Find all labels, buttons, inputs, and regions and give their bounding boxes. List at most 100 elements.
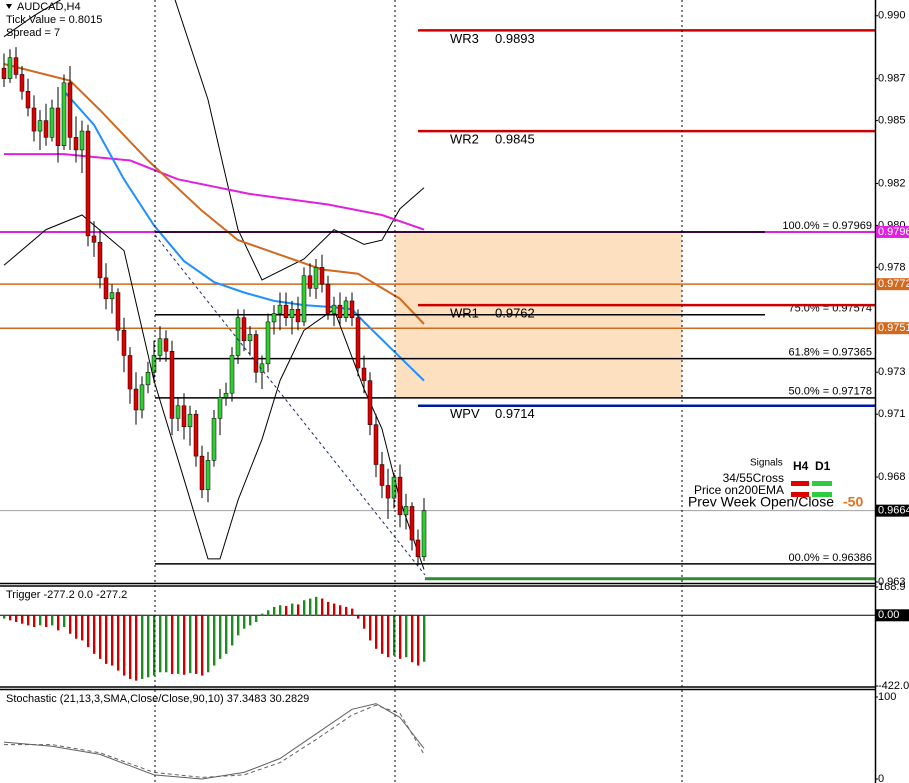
candle-body <box>337 304 343 318</box>
candle-body <box>25 90 31 109</box>
candle-body <box>331 304 337 314</box>
histogram-bar <box>237 615 240 636</box>
signal-box <box>812 481 832 486</box>
histogram-bar <box>57 615 60 631</box>
axis-layer: 0.9900.9870.9850.9820.9800.9780.9750.973… <box>875 10 909 783</box>
histogram-bar <box>387 615 390 658</box>
level-label: 0.9664 <box>878 505 909 517</box>
histogram-bar <box>423 615 426 662</box>
histogram-bar <box>105 615 108 664</box>
candle-body <box>115 292 121 331</box>
histogram-bar <box>255 615 258 622</box>
histogram-bar <box>309 598 312 616</box>
candle-body <box>73 137 79 151</box>
level-box <box>876 504 909 517</box>
histogram-bar <box>201 615 204 676</box>
histogram-bar <box>315 596 318 616</box>
histogram-bar <box>369 615 372 641</box>
candle-body <box>259 363 265 373</box>
histogram-bar <box>249 615 252 626</box>
histogram-bar <box>27 615 30 626</box>
histogram-bar <box>225 615 228 654</box>
indicator-label: Stochastic (21,13,3,SMA,Close/Close,90,1… <box>6 693 309 705</box>
histogram-bar <box>111 615 114 666</box>
histogram-bar <box>21 615 24 624</box>
candle-body <box>373 424 379 465</box>
histogram-bar <box>45 615 48 628</box>
candle-body <box>283 304 289 318</box>
candle-body <box>211 418 217 461</box>
candle-body <box>301 275 307 323</box>
candle-body <box>181 405 187 428</box>
histogram-bar <box>411 615 414 663</box>
signal-value: -50 <box>843 494 863 510</box>
candle-body <box>241 317 247 342</box>
candle-body <box>31 107 37 132</box>
histogram-bar <box>51 615 54 626</box>
histogram-bar <box>81 615 84 641</box>
histogram-bar <box>207 615 210 673</box>
candle-body <box>169 351 175 419</box>
candle-body <box>343 300 349 318</box>
histogram-bar <box>141 615 144 679</box>
level-label: 0.9772 <box>878 278 909 290</box>
candle-body <box>55 107 61 147</box>
signals-row: Price on200EMA <box>694 483 784 497</box>
candle-body <box>289 309 295 318</box>
y-tick-label: 0.00 <box>878 609 899 621</box>
histogram-bar <box>219 615 222 659</box>
candle-body <box>295 309 301 323</box>
candle-body <box>37 120 43 132</box>
candle-body <box>205 460 211 490</box>
pivot-value: 0.9714 <box>495 406 535 421</box>
collapse-icon <box>6 4 12 9</box>
y-tick-label: 0.987 <box>878 73 906 85</box>
candle-body <box>271 313 277 323</box>
candle-body <box>265 321 271 365</box>
histogram-bar <box>267 610 270 616</box>
fib-label: 100.0% = 0.97969 <box>782 220 872 232</box>
histogram-bar <box>381 615 384 654</box>
histogram-bar <box>153 615 156 676</box>
histogram-bar <box>69 615 72 634</box>
signal-box <box>812 492 832 497</box>
candle-body <box>49 107 55 138</box>
candle-body <box>187 413 193 428</box>
candle-body <box>397 476 403 516</box>
candle-body <box>91 235 97 243</box>
candle-body <box>145 371 151 386</box>
candle-body <box>127 355 133 390</box>
indicator-line <box>4 153 425 231</box>
y-tick-label: 0 <box>878 773 884 783</box>
histogram-bar <box>3 615 6 619</box>
candle-body <box>409 506 415 541</box>
histogram-bar <box>99 615 102 659</box>
histogram-bar <box>405 615 408 658</box>
histogram-bar <box>357 615 360 619</box>
period-separators <box>154 0 683 783</box>
y-tick-label: 0.990 <box>878 10 906 22</box>
signal-box <box>791 481 809 486</box>
histogram-bar <box>159 615 162 673</box>
signals-column: D1 <box>815 459 831 473</box>
candle-body <box>43 120 49 138</box>
candle-body <box>7 57 13 79</box>
pivot-name: WR1 <box>450 306 479 321</box>
candle-body <box>349 300 355 318</box>
histogram-bar <box>417 615 420 666</box>
histogram-bar <box>333 603 336 616</box>
candle-body <box>139 384 145 411</box>
candle-body <box>163 338 169 352</box>
histogram-bar <box>87 615 90 648</box>
pivot-name: WPV <box>450 406 480 421</box>
y-tick-label: 0.971 <box>878 408 906 420</box>
candle-body <box>247 334 253 342</box>
indicator-line <box>63 90 425 382</box>
pivot-name: WR3 <box>450 31 479 46</box>
histogram-bar <box>261 613 264 616</box>
y-tick-label: 0.963 <box>878 576 906 588</box>
y-tick-label: 0.968 <box>878 471 906 483</box>
